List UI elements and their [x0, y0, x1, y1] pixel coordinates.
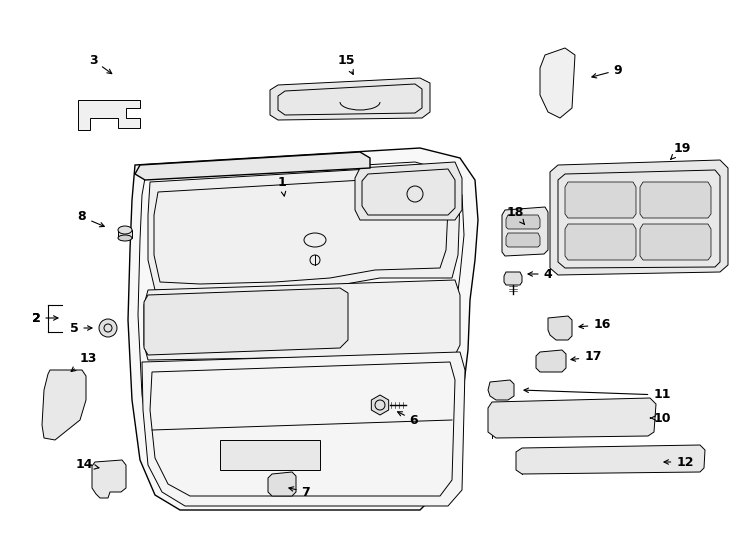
- Polygon shape: [355, 162, 462, 220]
- Text: 4: 4: [528, 267, 553, 280]
- Polygon shape: [488, 398, 656, 438]
- Polygon shape: [148, 166, 460, 292]
- Text: 2: 2: [32, 312, 58, 325]
- Polygon shape: [268, 472, 296, 496]
- Polygon shape: [640, 224, 711, 260]
- Text: 12: 12: [664, 456, 694, 469]
- Polygon shape: [504, 272, 522, 285]
- Text: 10: 10: [650, 411, 671, 424]
- Polygon shape: [92, 460, 126, 498]
- Text: 3: 3: [89, 53, 112, 73]
- Text: 14: 14: [76, 458, 99, 471]
- Polygon shape: [78, 100, 140, 130]
- Polygon shape: [640, 182, 711, 218]
- Polygon shape: [144, 288, 348, 355]
- Polygon shape: [128, 148, 478, 510]
- Polygon shape: [144, 280, 460, 360]
- Text: 9: 9: [592, 64, 622, 78]
- Circle shape: [99, 319, 117, 337]
- Polygon shape: [270, 78, 430, 120]
- Polygon shape: [565, 224, 636, 260]
- Text: 2: 2: [32, 312, 40, 325]
- Polygon shape: [540, 48, 575, 118]
- Text: 15: 15: [337, 53, 355, 75]
- Ellipse shape: [118, 235, 132, 241]
- Polygon shape: [506, 215, 540, 229]
- Bar: [220, 440, 320, 470]
- Text: 17: 17: [571, 350, 602, 363]
- Polygon shape: [536, 350, 566, 372]
- Polygon shape: [565, 182, 636, 218]
- Polygon shape: [135, 152, 370, 180]
- Text: 18: 18: [506, 206, 525, 225]
- Polygon shape: [142, 352, 465, 506]
- Polygon shape: [42, 370, 86, 440]
- Text: 13: 13: [71, 352, 97, 372]
- Text: 6: 6: [398, 412, 418, 427]
- Polygon shape: [502, 207, 548, 256]
- Polygon shape: [118, 230, 132, 238]
- Text: 19: 19: [671, 141, 691, 159]
- Ellipse shape: [118, 226, 132, 234]
- Text: 11: 11: [524, 388, 671, 402]
- Text: 16: 16: [579, 319, 611, 332]
- Text: 1: 1: [277, 177, 286, 196]
- Polygon shape: [488, 380, 514, 400]
- Text: 5: 5: [70, 321, 92, 334]
- Text: 7: 7: [289, 485, 310, 498]
- Text: 8: 8: [78, 211, 104, 227]
- Polygon shape: [548, 316, 572, 340]
- Polygon shape: [506, 233, 540, 247]
- Polygon shape: [550, 160, 728, 275]
- Polygon shape: [371, 395, 389, 415]
- Polygon shape: [516, 445, 705, 474]
